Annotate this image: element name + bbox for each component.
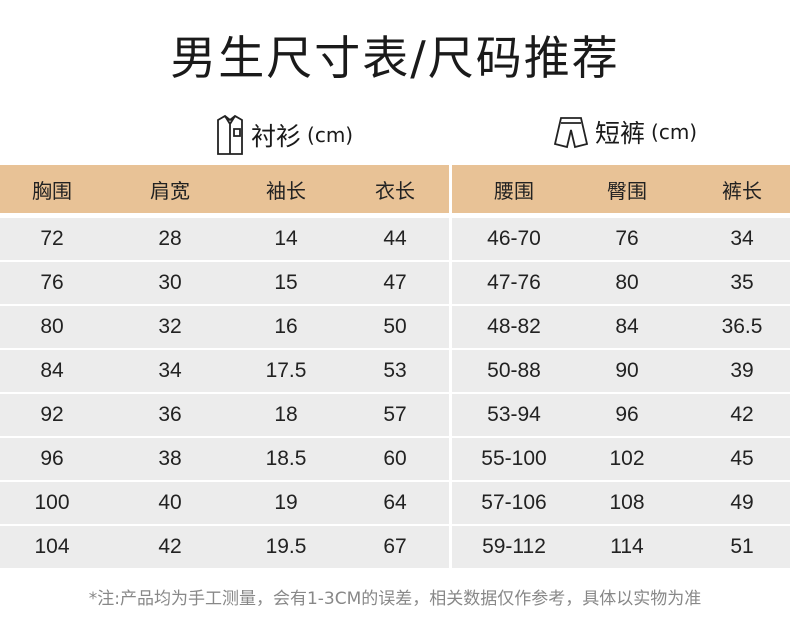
table-cell: 19 bbox=[274, 491, 298, 514]
shirt-label: 衬衫 bbox=[251, 122, 302, 151]
column-header: 胸围 bbox=[32, 178, 72, 203]
table-cell: 92 bbox=[40, 403, 64, 426]
table-cell: 102 bbox=[609, 447, 645, 470]
shorts-icon bbox=[553, 117, 589, 149]
table-cell: 49 bbox=[730, 491, 754, 514]
table-cell: 114 bbox=[610, 535, 644, 558]
table-cell: 46-70 bbox=[487, 227, 541, 250]
column-header: 裤长 bbox=[722, 178, 762, 203]
table-cell: 50-88 bbox=[487, 359, 541, 382]
table-cell: 72 bbox=[40, 227, 64, 250]
table-cell: 40 bbox=[158, 491, 182, 514]
table-cell: 19.5 bbox=[265, 535, 307, 558]
column-header: 腰围 bbox=[494, 178, 534, 203]
table-header: 胸围 肩宽 袖长 衣长 腰围 臀围 裤长 bbox=[0, 165, 790, 213]
shorts-section-label: 短裤 (cm) bbox=[553, 114, 697, 150]
table-cell: 44 bbox=[383, 227, 407, 250]
table-cell: 38 bbox=[158, 447, 182, 470]
table-cell: 32 bbox=[158, 315, 182, 338]
measurement-note: *注:产品均为手工测量，会有1-3CM的误差，相关数据仅作参考，具体以实物为准 bbox=[88, 589, 702, 609]
table-cell: 96 bbox=[40, 447, 64, 470]
table-cell: 36 bbox=[158, 403, 182, 426]
shorts-label: 短裤 bbox=[595, 119, 646, 148]
table-row: 96 38 18.5 60 55-100 102 45 bbox=[0, 438, 790, 480]
table-cell: 14 bbox=[274, 227, 298, 250]
table-cell: 28 bbox=[158, 227, 182, 250]
table-cell: 53-94 bbox=[487, 403, 541, 426]
table-cell: 18.5 bbox=[265, 447, 307, 470]
table-cell: 55-100 bbox=[481, 447, 547, 470]
table-cell: 76 bbox=[615, 227, 639, 250]
table-cell: 57 bbox=[383, 403, 407, 426]
table-cell: 42 bbox=[158, 535, 182, 558]
table-cell: 59-112 bbox=[482, 535, 546, 558]
table-cell: 35 bbox=[730, 271, 754, 294]
table-cell: 42 bbox=[730, 403, 754, 426]
column-header: 衣长 bbox=[375, 178, 415, 203]
table-cell: 15 bbox=[274, 271, 298, 294]
table-cell: 51 bbox=[730, 535, 754, 558]
table-cell: 90 bbox=[615, 359, 639, 382]
table-cell: 57-106 bbox=[481, 491, 547, 514]
shirt-section-label: 衬衫 (cm) bbox=[215, 114, 353, 156]
shirt-unit: (cm) bbox=[307, 123, 354, 147]
table-cell: 64 bbox=[383, 491, 407, 514]
table-cell: 108 bbox=[609, 491, 645, 514]
table-row: 100 40 19 64 57-106 108 49 bbox=[0, 482, 790, 524]
table-cell: 48-82 bbox=[487, 315, 541, 338]
table-cell: 36.5 bbox=[721, 315, 763, 338]
table-cell: 100 bbox=[34, 491, 70, 514]
table-row: 76 30 15 47 47-76 80 35 bbox=[0, 262, 790, 304]
table-row: 72 28 14 44 46-70 76 34 bbox=[0, 218, 790, 260]
table-cell: 76 bbox=[40, 271, 64, 294]
table-cell: 16 bbox=[274, 315, 298, 338]
table-row: 92 36 18 57 53-94 96 42 bbox=[0, 394, 790, 436]
table-cell: 34 bbox=[158, 359, 182, 382]
table-cell: 18 bbox=[274, 403, 298, 426]
table-cell: 104 bbox=[34, 535, 70, 558]
table-row: 84 34 17.5 53 50-88 90 39 bbox=[0, 350, 790, 392]
table-row: 104 42 19.5 67 59-112 114 51 bbox=[0, 526, 790, 568]
table-cell: 47-76 bbox=[487, 271, 541, 294]
shorts-unit: (cm) bbox=[651, 120, 698, 144]
column-header: 臀围 bbox=[607, 178, 647, 203]
column-header: 肩宽 bbox=[150, 178, 190, 203]
table-cell: 84 bbox=[40, 359, 64, 382]
table-cell: 30 bbox=[158, 271, 182, 294]
table-cell: 67 bbox=[383, 535, 407, 558]
table-cell: 39 bbox=[730, 359, 754, 382]
table-cell: 47 bbox=[383, 271, 407, 294]
table-cell: 50 bbox=[383, 315, 407, 338]
table-cell: 17.5 bbox=[265, 359, 307, 382]
table-cell: 45 bbox=[730, 447, 754, 470]
table-cell: 96 bbox=[615, 403, 639, 426]
table-cell: 34 bbox=[730, 227, 754, 250]
table-cell: 80 bbox=[615, 271, 639, 294]
column-header: 袖长 bbox=[266, 178, 306, 203]
table-cell: 53 bbox=[383, 359, 407, 382]
table-cell: 84 bbox=[615, 315, 639, 338]
table-cell: 80 bbox=[40, 315, 64, 338]
table-cell: 60 bbox=[383, 447, 407, 470]
page-title: 男生尺寸表/尺码推荐 bbox=[170, 31, 620, 85]
shirt-icon bbox=[217, 114, 243, 155]
table-row: 80 32 16 50 48-82 84 36.5 bbox=[0, 306, 790, 348]
